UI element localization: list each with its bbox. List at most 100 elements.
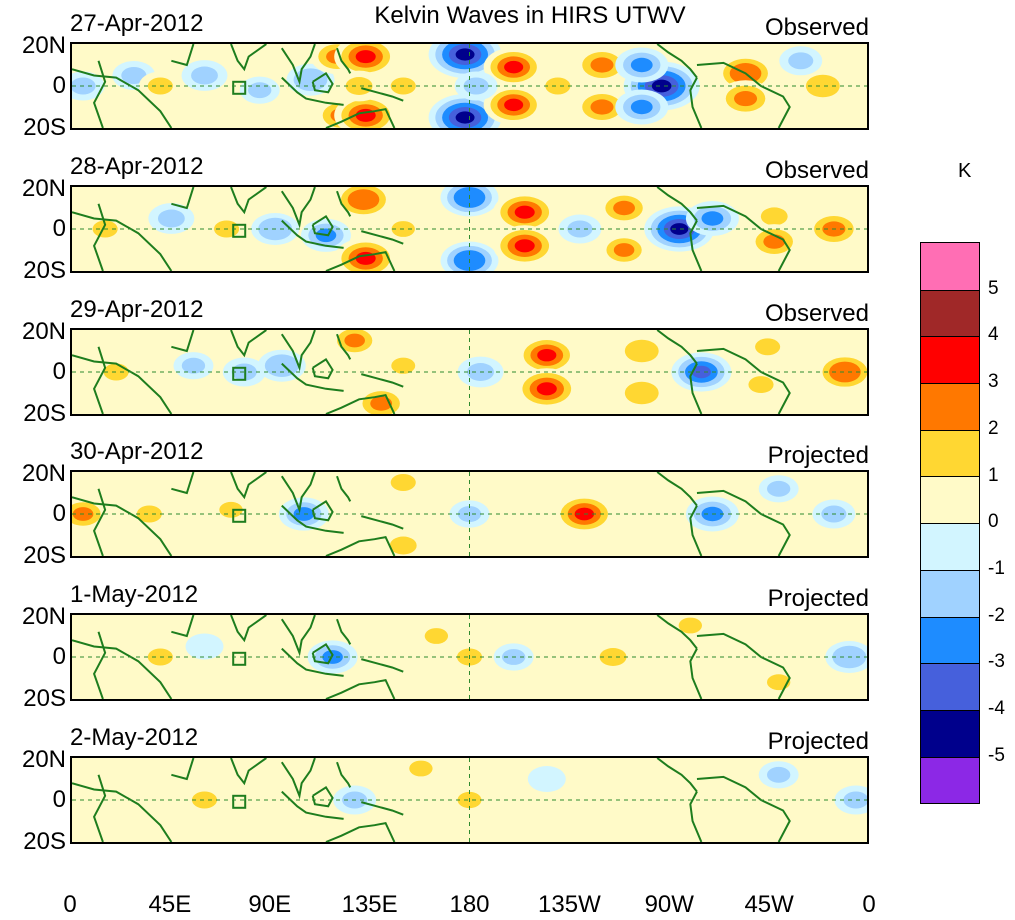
panel-5: 1-May-2012 Projected 20N 0 20S: [0, 581, 1015, 723]
colorbar-tick-label: 1: [988, 464, 999, 486]
anomaly-blob: [380, 530, 427, 556]
contour-level: [599, 648, 627, 666]
colorbar-tick-label: -3: [988, 651, 1005, 673]
coastline: [311, 358, 334, 380]
panel-date: 30-Apr-2012: [70, 438, 204, 465]
anomaly-blob: [493, 225, 557, 267]
lat-label: 20S: [23, 542, 66, 569]
map-canvas: [72, 330, 867, 414]
panel-6: 2-May-2012 Projected 20N 0 20S: [0, 724, 1015, 866]
lat-label: 0: [52, 500, 66, 527]
contour-level: [536, 382, 557, 396]
anomaly-blob: [183, 785, 226, 815]
anomaly-blob: [644, 206, 715, 252]
x-tick-label: 45E: [148, 891, 192, 918]
coastline: [230, 758, 267, 786]
contour-level: [767, 766, 791, 783]
x-tick-label: 90E: [248, 891, 292, 918]
anomaly-blob: [428, 94, 502, 128]
coastline: [325, 393, 396, 414]
coastline: [72, 496, 173, 556]
lat-label: 20S: [23, 400, 66, 427]
anomaly-map: [70, 756, 869, 844]
colorbar-segment: [921, 243, 979, 290]
anomaly-blob: [173, 352, 214, 380]
coastline: [92, 488, 107, 556]
anomaly-blob: [617, 377, 666, 409]
coastline: [280, 187, 316, 229]
anomaly-blob: [685, 201, 739, 236]
contour-level: [300, 73, 321, 87]
panel-2: 28-Apr-2012 Observed 20N 0 20S: [0, 153, 1015, 295]
anomaly-blob: [758, 668, 799, 696]
anomaly-blob: [148, 203, 195, 234]
coastline: [656, 187, 698, 222]
coastline: [92, 631, 107, 699]
panel-kind: Observed: [764, 14, 869, 41]
anomaly-blob: [181, 60, 228, 91]
colorbar-tick-label: 0: [988, 511, 999, 533]
contour-level: [248, 82, 272, 99]
coastline: [72, 211, 173, 271]
contour-level: [678, 617, 702, 634]
colorbar-segment: [921, 429, 979, 477]
contour-level: [409, 760, 433, 777]
anomaly-blob: [211, 496, 251, 524]
anomaly-blob: [599, 233, 650, 267]
contour-level: [514, 239, 535, 253]
anomaly-blob: [112, 61, 156, 90]
coastline: [336, 190, 352, 217]
coastline: [92, 346, 107, 414]
contour-level: [504, 98, 524, 112]
lat-label: 0: [52, 643, 66, 670]
contour-level: [345, 77, 373, 95]
coastline: [311, 786, 334, 808]
region-box: [232, 794, 247, 809]
coastline: [230, 44, 267, 72]
anomaly-blob: [454, 71, 498, 101]
colorbar-tick-label: 2: [988, 417, 999, 439]
coastline: [361, 87, 404, 102]
anomaly-blob: [779, 46, 823, 76]
panel-date: 28-Apr-2012: [70, 153, 204, 180]
lat-label: 20N: [21, 603, 66, 630]
contour-level: [748, 376, 774, 394]
coastline: [361, 373, 404, 388]
coastline: [689, 791, 703, 842]
anomaly-blob: [381, 472, 425, 497]
panel-kind: Observed: [764, 157, 869, 184]
lat-label: 20S: [23, 828, 66, 855]
coastline: [171, 472, 195, 495]
x-tick-label: 45W: [744, 891, 794, 918]
contour-level: [389, 536, 417, 555]
panel-kind: Observed: [764, 300, 869, 327]
coastline: [689, 363, 703, 414]
contour-level: [157, 209, 185, 228]
coastline: [72, 639, 173, 699]
contour-level: [590, 99, 614, 115]
contour-level: [691, 365, 711, 379]
coastline: [311, 500, 334, 522]
panel-date: 1-May-2012: [70, 581, 199, 608]
contour-level: [630, 57, 653, 73]
coastline: [325, 535, 396, 556]
anomaly-blob: [590, 641, 637, 673]
anomaly-blob: [334, 44, 398, 78]
coastline: [656, 472, 698, 507]
contour-level: [631, 344, 652, 358]
region-box: [232, 80, 247, 95]
anomaly-blob: [127, 499, 171, 529]
contour-level: [191, 791, 218, 809]
colorbar-segment: [921, 569, 979, 617]
coastline: [656, 330, 698, 365]
lat-label: 20N: [21, 175, 66, 202]
anomaly-blob: [336, 70, 383, 102]
coastline: [361, 230, 404, 245]
x-tick-label: 90W: [644, 891, 694, 918]
contour-level: [370, 396, 393, 411]
anomaly-blob: [617, 335, 666, 367]
contour-level: [344, 333, 365, 348]
anomaly-map: [70, 185, 869, 273]
anomaly-blob: [516, 335, 577, 375]
map-canvas: [72, 758, 867, 842]
